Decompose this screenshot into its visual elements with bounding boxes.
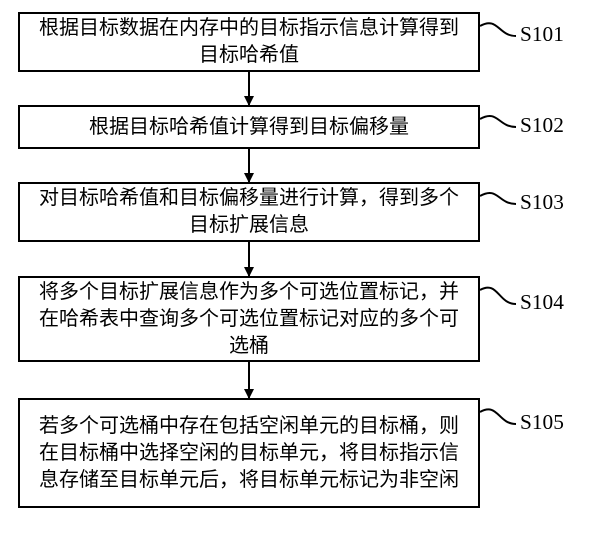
step-label-S103: S103 bbox=[520, 190, 564, 215]
flowchart-step-n1: 根据目标数据在内存中的目标指示信息计算得到目标哈希值 bbox=[18, 12, 480, 72]
step-label-S102: S102 bbox=[520, 113, 564, 138]
step-label-S104: S104 bbox=[520, 290, 564, 315]
step-text: 对目标哈希值和目标偏移量进行计算，得到多个目标扩展信息 bbox=[30, 185, 468, 239]
label-connector-S104 bbox=[480, 288, 516, 304]
label-connector-S102 bbox=[480, 116, 516, 127]
label-connector-S105 bbox=[480, 409, 516, 424]
step-text: 若多个可选桶中存在包括空闲单元的目标桶，则在目标桶中选择空闲的目标单元，将目标指… bbox=[30, 413, 468, 494]
flowchart-canvas: 根据目标数据在内存中的目标指示信息计算得到目标哈希值 S101 根据目标哈希值计算得… bbox=[0, 0, 603, 553]
flowchart-step-n5: 若多个可选桶中存在包括空闲单元的目标桶，则在目标桶中选择空闲的目标单元，将目标指… bbox=[18, 398, 480, 508]
label-connector-S103 bbox=[480, 193, 516, 204]
step-text: 根据目标数据在内存中的目标指示信息计算得到目标哈希值 bbox=[30, 15, 468, 69]
flowchart-step-n2: 根据目标哈希值计算得到目标偏移量 bbox=[18, 105, 480, 149]
step-text: 将多个目标扩展信息作为多个可选位置标记，并在哈希表中查询多个可选位置标记对应的多… bbox=[30, 279, 468, 360]
flowchart-step-n3: 对目标哈希值和目标偏移量进行计算，得到多个目标扩展信息 bbox=[18, 182, 480, 242]
step-label-S105: S105 bbox=[520, 410, 564, 435]
flowchart-step-n4: 将多个目标扩展信息作为多个可选位置标记，并在哈希表中查询多个可选位置标记对应的多… bbox=[18, 276, 480, 362]
label-connector-S101 bbox=[480, 23, 516, 36]
step-label-S101: S101 bbox=[520, 22, 564, 47]
step-text: 根据目标哈希值计算得到目标偏移量 bbox=[89, 114, 409, 141]
